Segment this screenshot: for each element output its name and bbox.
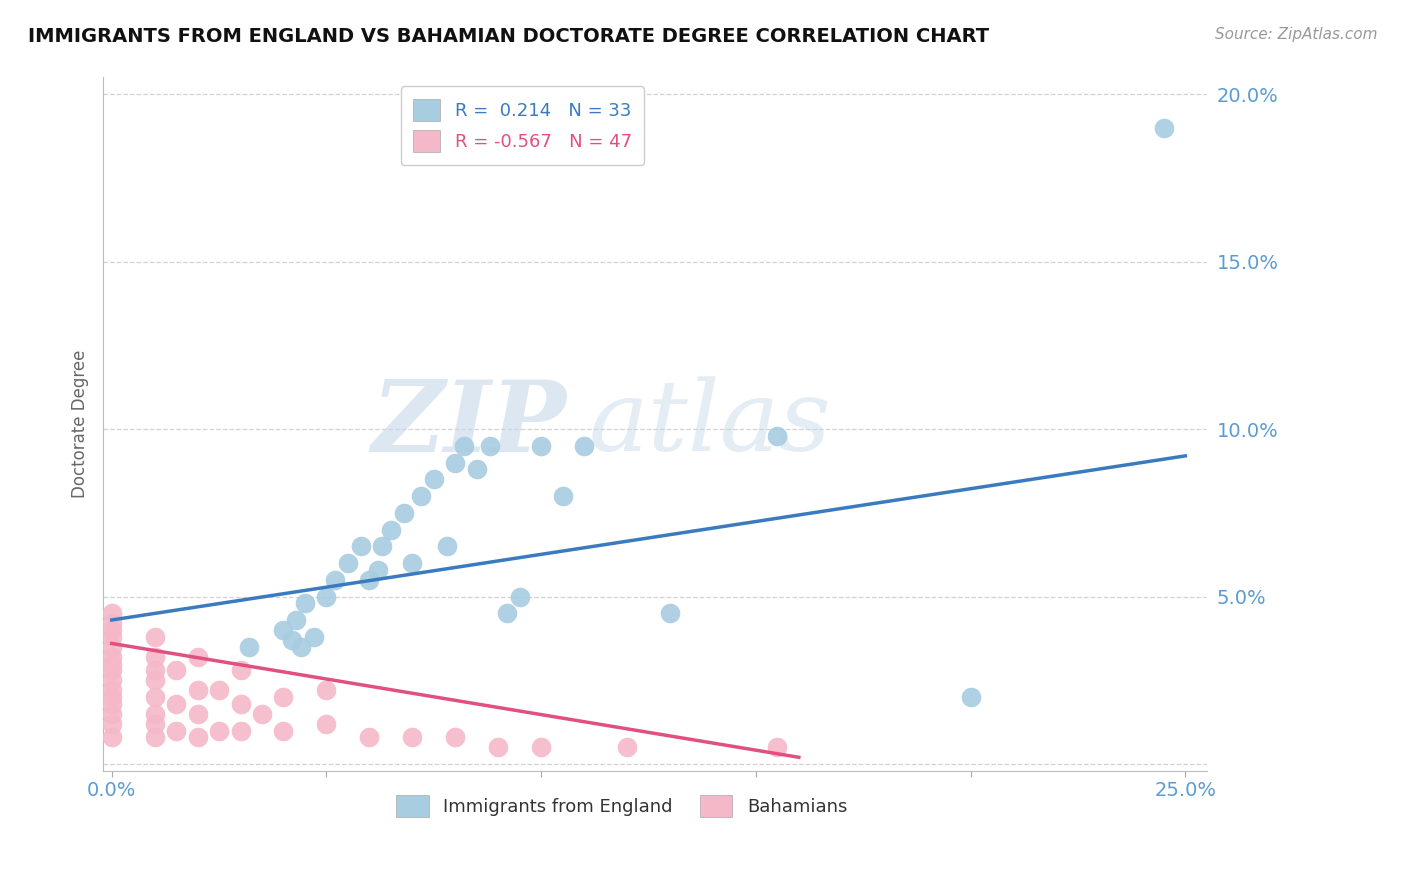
Point — [187, 706, 209, 721]
Point — [143, 630, 166, 644]
Point — [100, 663, 122, 677]
Point — [229, 723, 252, 738]
Point — [208, 723, 231, 738]
Point — [165, 723, 187, 738]
Point — [509, 590, 531, 604]
Text: Source: ZipAtlas.com: Source: ZipAtlas.com — [1215, 27, 1378, 42]
Point — [100, 623, 122, 637]
Text: IMMIGRANTS FROM ENGLAND VS BAHAMIAN DOCTORATE DEGREE CORRELATION CHART: IMMIGRANTS FROM ENGLAND VS BAHAMIAN DOCT… — [28, 27, 990, 45]
Point — [302, 630, 325, 644]
Point — [100, 690, 122, 704]
Point — [465, 462, 488, 476]
Point — [323, 573, 346, 587]
Text: ZIP: ZIP — [371, 376, 567, 473]
Point — [100, 730, 122, 744]
Point — [100, 716, 122, 731]
Point — [371, 539, 394, 553]
Point — [273, 690, 295, 704]
Point — [436, 539, 458, 553]
Point — [380, 523, 402, 537]
Point — [100, 616, 122, 631]
Point — [444, 456, 467, 470]
Point — [143, 690, 166, 704]
Point — [315, 716, 337, 731]
Legend: Immigrants from England, Bahamians: Immigrants from England, Bahamians — [389, 788, 855, 824]
Point — [273, 723, 295, 738]
Point — [100, 649, 122, 664]
Text: atlas: atlas — [589, 376, 831, 472]
Point — [350, 539, 373, 553]
Point — [143, 730, 166, 744]
Point — [165, 663, 187, 677]
Point — [100, 607, 122, 621]
Point — [143, 706, 166, 721]
Point — [100, 697, 122, 711]
Point — [187, 649, 209, 664]
Point — [315, 590, 337, 604]
Point — [616, 740, 638, 755]
Point — [143, 673, 166, 688]
Point — [530, 439, 553, 453]
Point — [273, 623, 295, 637]
Point — [766, 740, 789, 755]
Point — [572, 439, 595, 453]
Point — [766, 429, 789, 443]
Point — [290, 640, 312, 654]
Point — [551, 489, 574, 503]
Point — [250, 706, 273, 721]
Point — [423, 472, 446, 486]
Point — [659, 607, 682, 621]
Point — [495, 607, 517, 621]
Y-axis label: Doctorate Degree: Doctorate Degree — [72, 350, 89, 499]
Point — [336, 556, 359, 570]
Point — [478, 439, 501, 453]
Point — [229, 663, 252, 677]
Point — [359, 573, 381, 587]
Point — [143, 649, 166, 664]
Point — [401, 556, 423, 570]
Point — [143, 663, 166, 677]
Point — [229, 697, 252, 711]
Point — [294, 596, 316, 610]
Point — [187, 683, 209, 698]
Point — [100, 630, 122, 644]
Point — [444, 730, 467, 744]
Point — [367, 563, 389, 577]
Point — [100, 657, 122, 671]
Point — [100, 683, 122, 698]
Point — [401, 730, 423, 744]
Point — [187, 730, 209, 744]
Point — [100, 706, 122, 721]
Point — [359, 730, 381, 744]
Point — [281, 633, 304, 648]
Point — [143, 716, 166, 731]
Point — [959, 690, 981, 704]
Point — [208, 683, 231, 698]
Point — [315, 683, 337, 698]
Point — [285, 613, 308, 627]
Point — [409, 489, 432, 503]
Point — [100, 640, 122, 654]
Point — [165, 697, 187, 711]
Point — [238, 640, 260, 654]
Point — [453, 439, 475, 453]
Point — [1153, 120, 1175, 135]
Point — [100, 673, 122, 688]
Point — [486, 740, 509, 755]
Point — [392, 506, 415, 520]
Point — [530, 740, 553, 755]
